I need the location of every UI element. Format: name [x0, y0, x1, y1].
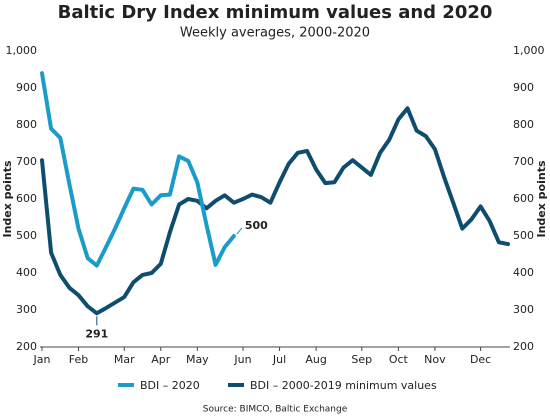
y-tick-label: 600	[16, 192, 37, 205]
annotation: 500	[245, 219, 268, 232]
y2-axis-label: Index points	[535, 160, 548, 237]
series-line	[40, 71, 236, 268]
x-tick-label: Mar	[114, 353, 135, 366]
annotation: 291	[85, 327, 108, 340]
source: Source: BIMCO, Baltic Exchange	[203, 405, 348, 415]
y-tick-label: 900	[16, 81, 37, 94]
chart-title: Baltic Dry Index minimum values and 2020	[58, 2, 493, 23]
x-tick-label: Dec	[470, 353, 491, 366]
y2-tick-label: 200	[513, 340, 534, 353]
y2-tick-label: 300	[513, 303, 534, 316]
y-tick-label: 800	[16, 118, 37, 131]
y-axis-label: Index points	[1, 160, 14, 237]
y-tick-label: 700	[16, 155, 37, 168]
x-tick-label: Jan	[33, 353, 51, 366]
y2-tick-label: 500	[513, 229, 534, 242]
annotation-leader	[236, 227, 243, 235]
x-tick-label: Feb	[69, 353, 88, 366]
y2-tick-label: 900	[513, 81, 534, 94]
x-tick-label: Sep	[351, 353, 372, 366]
y2-tick-label: 700	[513, 155, 534, 168]
x-tick-label: Apr	[151, 353, 171, 366]
chart-subtitle: Weekly averages, 2000-2020	[180, 26, 370, 41]
x-tick-label: Jun	[233, 353, 251, 366]
y-tick-label: 200	[16, 340, 37, 353]
series-line	[40, 106, 510, 316]
x-tick-label: Aug	[305, 353, 326, 366]
y-tick-label: 1,000	[6, 44, 38, 57]
y-tick-label: 500	[16, 229, 37, 242]
x-tick-label: May	[186, 353, 209, 366]
y2-tick-label: 600	[513, 192, 534, 205]
legend-label: BDI – 2000-2019 minimum values	[250, 379, 437, 392]
y2-tick-label: 400	[513, 266, 534, 279]
legend-label: BDI – 2020	[140, 379, 200, 392]
y2-tick-label: 1,000	[513, 44, 545, 57]
x-tick-label: Nov	[424, 353, 446, 366]
y-tick-label: 300	[16, 303, 37, 316]
y2-tick-label: 800	[513, 118, 534, 131]
y-tick-label: 400	[16, 266, 37, 279]
x-tick-label: Oct	[389, 353, 409, 366]
x-tick-label: Jul	[272, 353, 286, 366]
